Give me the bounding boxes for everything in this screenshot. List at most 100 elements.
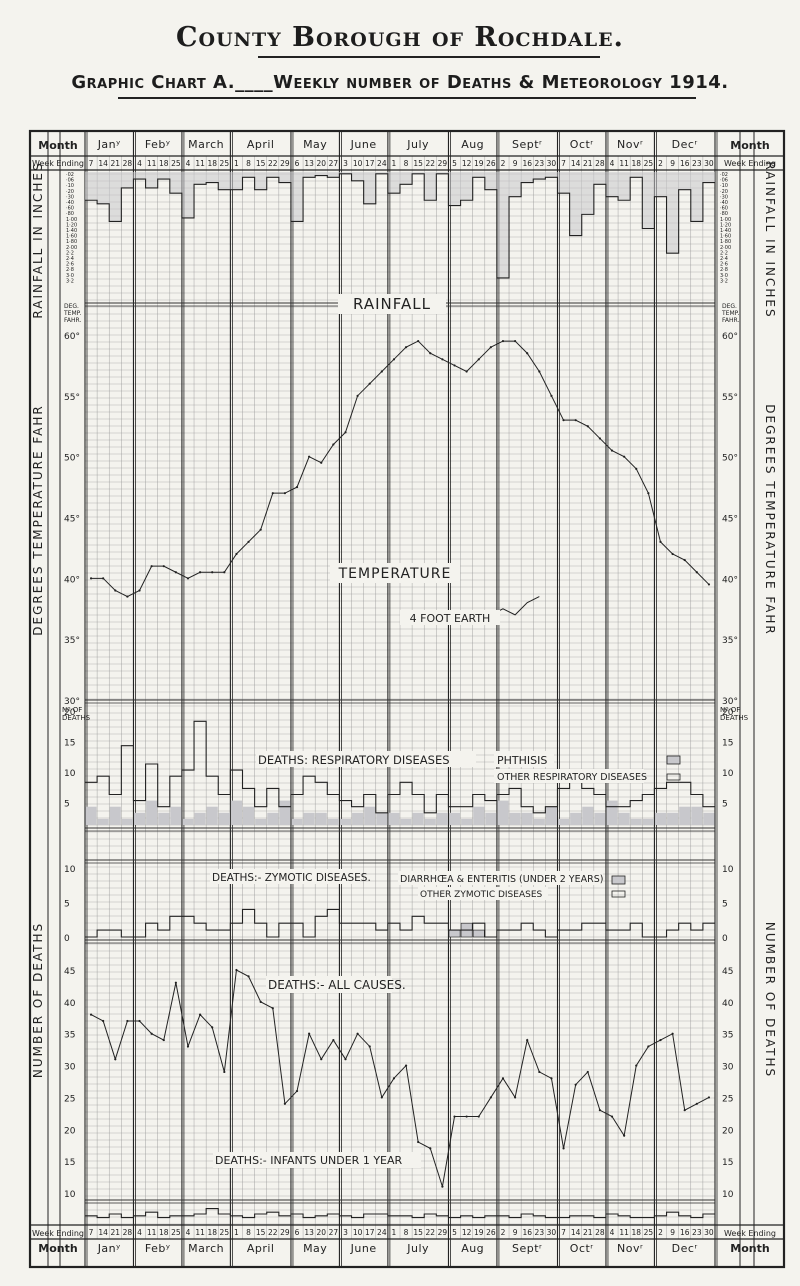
phthisis-bar: [279, 800, 291, 825]
temp-tick-label-right: 60°: [722, 332, 738, 342]
week-day-footer: 3: [343, 1228, 348, 1237]
rain-tick-label: 2·6: [66, 262, 74, 268]
deaths-header-label: DEATHS: [62, 714, 91, 722]
all-causes-tick-label: 20: [64, 1126, 76, 1136]
week-header-label: Week Ending: [32, 159, 84, 168]
phthisis-bar: [194, 812, 206, 825]
grid-layer: [30, 131, 784, 1267]
month-name-footer: April: [247, 1242, 275, 1255]
all-causes-tick-label: 40: [64, 999, 76, 1009]
resp-tick-label-right: 15: [722, 739, 733, 749]
title-underline: [258, 56, 600, 58]
phthisis-bar: [412, 812, 424, 825]
rain-tick-label-right: 1·20: [720, 222, 731, 228]
temp-tick-label-right: 40°: [722, 575, 738, 585]
all-causes-tick-label-right: 10: [722, 1190, 734, 1200]
week-day: 10: [353, 159, 363, 168]
week-day: 5: [452, 159, 457, 168]
rain-tick-label-right: ·60: [720, 206, 728, 212]
temp-tick-label-right: 30°: [722, 697, 738, 707]
side-label-rainfall-right: RAINFALL IN INCHES: [763, 161, 777, 318]
week-day-footer: 13: [304, 1228, 314, 1237]
temp-tick-label: 35°: [64, 636, 80, 646]
chart-title: County Borough of Rochdale.: [176, 22, 624, 53]
rain-tick-label: ·02: [66, 172, 74, 178]
temp-tick-label-right: 45°: [722, 515, 738, 525]
week-day: 1: [234, 159, 239, 168]
rain-tick-label: 3·2: [66, 278, 74, 284]
week-day-footer: 14: [571, 1228, 581, 1237]
rainfall-step-line: [85, 173, 715, 279]
resp-tick-label: 15: [64, 739, 75, 749]
week-day: 25: [171, 159, 181, 168]
week-day: 21: [111, 159, 121, 168]
rain-tick-label-right: 2·6: [720, 262, 728, 268]
zymotic-title-bg: [210, 869, 360, 884]
all-causes-tick-label: 15: [64, 1158, 75, 1168]
rain-tick-label: 1·00: [66, 217, 77, 223]
week-day-footer: 7: [89, 1228, 94, 1237]
side-label-rainfall: RAINFALL IN INCHES: [31, 161, 45, 318]
rain-tick-label-right: ·02: [720, 172, 728, 178]
resp-tick-label: 5: [64, 800, 70, 810]
earth-label-bg: [400, 610, 500, 625]
rain-tick-label-right: 3·2: [720, 278, 728, 284]
week-day: 23: [535, 159, 545, 168]
phthisis-bar: [642, 818, 654, 825]
rain-tick-label: 1·40: [66, 228, 77, 234]
phthisis-bar: [303, 812, 315, 825]
diarrhoea-label-bg: [398, 871, 603, 885]
month-name: May: [303, 138, 327, 151]
all-causes-tick-label: 45: [64, 967, 75, 977]
rain-tick-label-right: 3·0: [720, 273, 728, 279]
all-causes-tick-label: 35: [64, 1031, 75, 1041]
rain-tick-label-right: 1·60: [720, 234, 731, 240]
week-day-footer: 18: [631, 1228, 641, 1237]
other-respiratory-legend-swatch: [666, 773, 681, 781]
all-causes-line: [90, 969, 710, 1187]
other-zymotic-label: OTHER ZYMOTIC DISEASES: [420, 890, 542, 900]
week-day: 25: [644, 159, 654, 168]
week-day: 28: [595, 159, 605, 168]
week-day-footer: 4: [137, 1228, 142, 1237]
week-day: 7: [89, 159, 94, 168]
rain-tick-label: 1·20: [66, 222, 77, 228]
week-day-footer: 14: [98, 1228, 108, 1237]
week-day-footer: 8: [404, 1228, 409, 1237]
temp-tick-label-right: 55°: [722, 393, 738, 403]
phthisis-bar: [170, 806, 182, 825]
month-footer-label: Month: [730, 1242, 769, 1255]
month-header-label: Month: [38, 139, 77, 152]
chart-frame: [28, 129, 786, 1269]
deaths-header-label: Nº OF: [62, 706, 82, 714]
rain-tick-label-right: 1·80: [720, 239, 731, 245]
phthisis-bar: [291, 818, 303, 825]
week-day-footer: 23: [692, 1228, 702, 1237]
zymotic-tick-label: 5: [64, 900, 70, 910]
all-causes-label: DEATHS:- ALL CAUSES.: [268, 978, 406, 992]
diarrhoea-legend-swatch: [611, 875, 626, 885]
week-day-footer: 21: [583, 1228, 593, 1237]
temp-header-label-right: DEG.: [722, 303, 737, 310]
month-name-footer: Janʸ: [97, 1242, 121, 1255]
week-day-footer: 28: [123, 1228, 133, 1237]
week-day-footer: 27: [329, 1228, 339, 1237]
temperature-label: TEMPERATURE: [338, 566, 452, 582]
phthisis-bar: [436, 812, 448, 825]
week-day: 17: [365, 159, 375, 168]
phthisis-bar: [448, 812, 461, 825]
all-causes-tick-label: 30: [64, 1063, 76, 1073]
month-name: Novʳ: [617, 138, 643, 151]
earth-label: 4 FOOT EARTH: [410, 612, 491, 625]
zymotic-tick-label-right: 0: [722, 934, 728, 944]
phthisis-bar: [121, 818, 133, 825]
week-day: 12: [462, 159, 472, 168]
lines-layer: [85, 173, 715, 1219]
phthisis-bar: [206, 806, 218, 825]
phthisis-bar: [582, 806, 594, 825]
zymotic-tick-label-right: 5: [722, 900, 728, 910]
phthisis-bar: [327, 818, 339, 825]
all-causes-tick-label-right: 25: [722, 1094, 733, 1104]
month-name-footer: Novʳ: [617, 1242, 643, 1255]
other-resp-label-bg: [494, 769, 644, 783]
